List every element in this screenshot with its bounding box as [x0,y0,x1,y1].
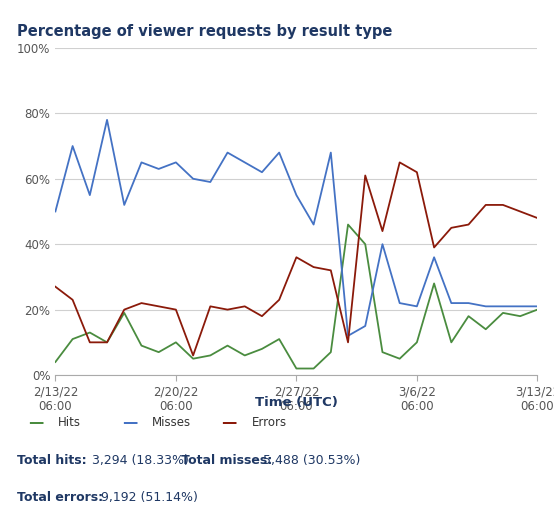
Text: Percentage of viewer requests by result type: Percentage of viewer requests by result … [17,24,392,39]
Text: 5,488 (30.53%): 5,488 (30.53%) [259,454,361,467]
Text: 9,192 (51.14%): 9,192 (51.14%) [97,491,198,504]
Text: Total errors:: Total errors: [17,491,102,504]
Text: Errors: Errors [252,417,287,429]
Text: Total hits:: Total hits: [17,454,86,467]
Text: Time (UTC): Time (UTC) [255,396,338,409]
Text: Total misses:: Total misses: [168,454,272,467]
Text: Misses: Misses [152,417,192,429]
Text: —: — [122,415,137,430]
Text: —: — [222,415,237,430]
Text: 3,294 (18.33%): 3,294 (18.33%) [88,454,188,467]
Text: Hits: Hits [58,417,81,429]
Text: —: — [28,415,43,430]
